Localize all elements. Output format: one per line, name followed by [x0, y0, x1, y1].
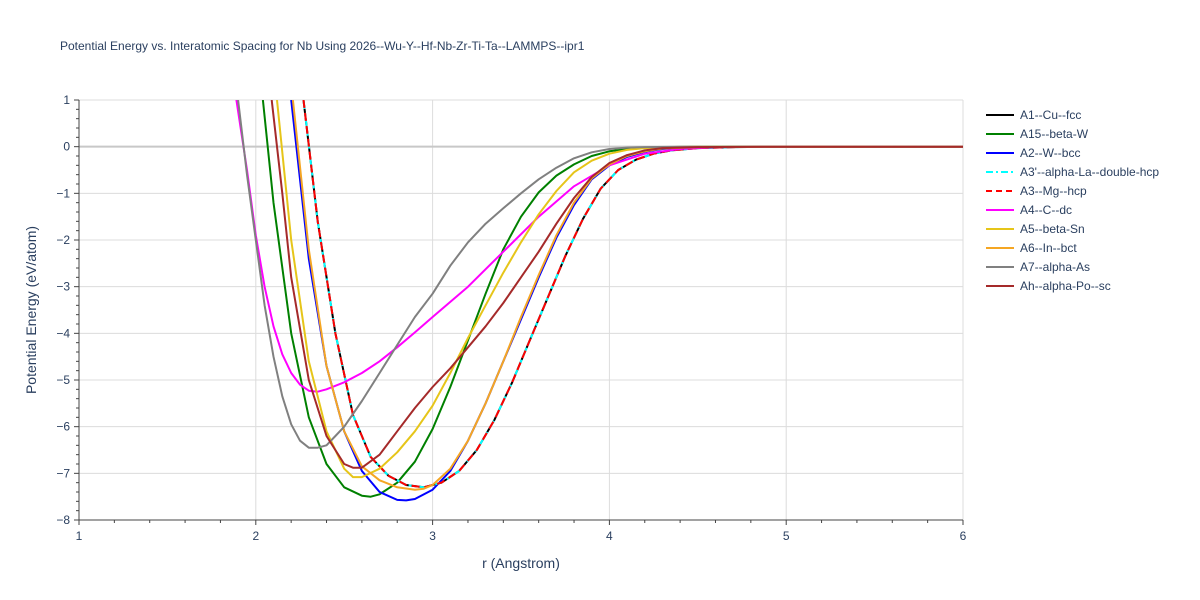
y-tick-label: −3 — [56, 280, 70, 294]
y-tick-label: −6 — [56, 420, 70, 434]
x-tick-label: 6 — [960, 529, 967, 543]
y-axis-title: Potential Energy (eV/atom) — [23, 226, 39, 394]
x-tick-label: 4 — [606, 529, 613, 543]
legend-label[interactable]: A2--W--bcc — [1020, 146, 1080, 160]
x-axis-title: r (Angstrom) — [482, 555, 560, 571]
series-line — [270, 100, 963, 469]
legend-label[interactable]: A4--C--dc — [1020, 203, 1072, 217]
legend-label[interactable]: Ah--alpha-Po--sc — [1020, 279, 1111, 293]
y-tick-label: −7 — [56, 466, 70, 480]
chart-title: Potential Energy vs. Interatomic Spacing… — [60, 39, 585, 53]
y-tick-label: 1 — [63, 93, 70, 107]
legend-label[interactable]: A15--beta-W — [1020, 127, 1089, 141]
legend-label[interactable]: A7--alpha-As — [1020, 260, 1090, 274]
series-line — [237, 100, 963, 449]
axis-lines — [78, 100, 963, 521]
x-tick-label: 5 — [783, 529, 790, 543]
legend: A1--Cu--fcc A15--beta-W A2--W--bcc A3'--alp… — [986, 108, 1159, 293]
x-axis-ticks: 1 2 3 4 5 6 — [76, 520, 967, 543]
legend-label[interactable]: A5--beta-Sn — [1020, 222, 1085, 236]
x-tick-label: 1 — [76, 529, 83, 543]
legend-label[interactable]: A3--Mg--hcp — [1020, 184, 1087, 198]
y-tick-label: −8 — [56, 513, 70, 527]
y-axis-ticks: 1 0 −1 −2 −3 −4 −5 −6 −7 −8 — [56, 93, 79, 527]
series-line — [235, 100, 963, 393]
x-tick-label: 2 — [252, 529, 259, 543]
legend-label[interactable]: A3'--alpha-La--double-hcp — [1020, 165, 1159, 179]
series-line — [276, 100, 963, 479]
y-tick-label: −2 — [56, 233, 70, 247]
plot-area — [235, 100, 963, 502]
legend-label[interactable]: A1--Cu--fcc — [1020, 108, 1081, 122]
x-tick-label: 3 — [429, 529, 436, 543]
series-line — [261, 100, 963, 498]
y-tick-label: −5 — [56, 373, 70, 387]
series-lines — [235, 100, 963, 502]
y-tick-label: −1 — [56, 186, 70, 200]
y-tick-label: 0 — [63, 140, 70, 154]
legend-label[interactable]: A6--In--bct — [1020, 241, 1077, 255]
y-tick-label: −4 — [56, 326, 70, 340]
grid — [79, 99, 964, 521]
